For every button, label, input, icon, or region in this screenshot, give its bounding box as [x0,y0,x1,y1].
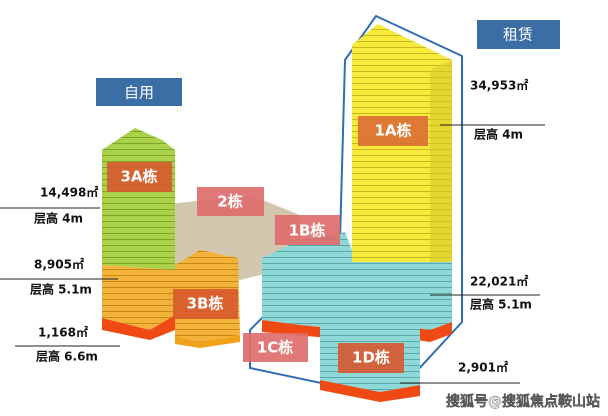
label-box [107,162,172,192]
building-label: 1A栋 [374,122,411,140]
label-box [338,343,404,373]
label-box [243,333,308,362]
floor-height: 层高 4m [474,127,523,142]
area: 14,498㎡ [40,185,98,200]
floor-height: 层高 5.1m [30,282,92,297]
tag: 自用 [124,84,154,102]
building-label: 1B栋 [289,222,326,240]
tag: 租赁 [503,26,533,44]
building-label: 2栋 [217,193,242,211]
tag-box [477,20,560,49]
area: 22,021㎡ [470,274,528,289]
label-box [173,289,238,319]
floor-height: 层高 6.6m [36,349,98,364]
building-label: 1D栋 [352,349,390,367]
label-box [197,187,264,216]
watermark: 搜狐号@搜狐焦点鞍山站 [446,393,600,410]
floor-height: 层高 4m [34,211,83,226]
building-label: 3A栋 [120,168,157,186]
area: 34,953㎡ [470,78,528,93]
building-label: 1C栋 [257,339,293,357]
building-label: 3B栋 [187,295,224,313]
area: 8,905㎡ [34,257,84,272]
area: 2,901㎡ [458,360,508,375]
area: 1,168㎡ [38,325,88,340]
label-box [275,215,340,245]
tag-box [96,78,182,106]
floor-height: 层高 5.1m [470,297,532,312]
label-box [358,116,428,146]
